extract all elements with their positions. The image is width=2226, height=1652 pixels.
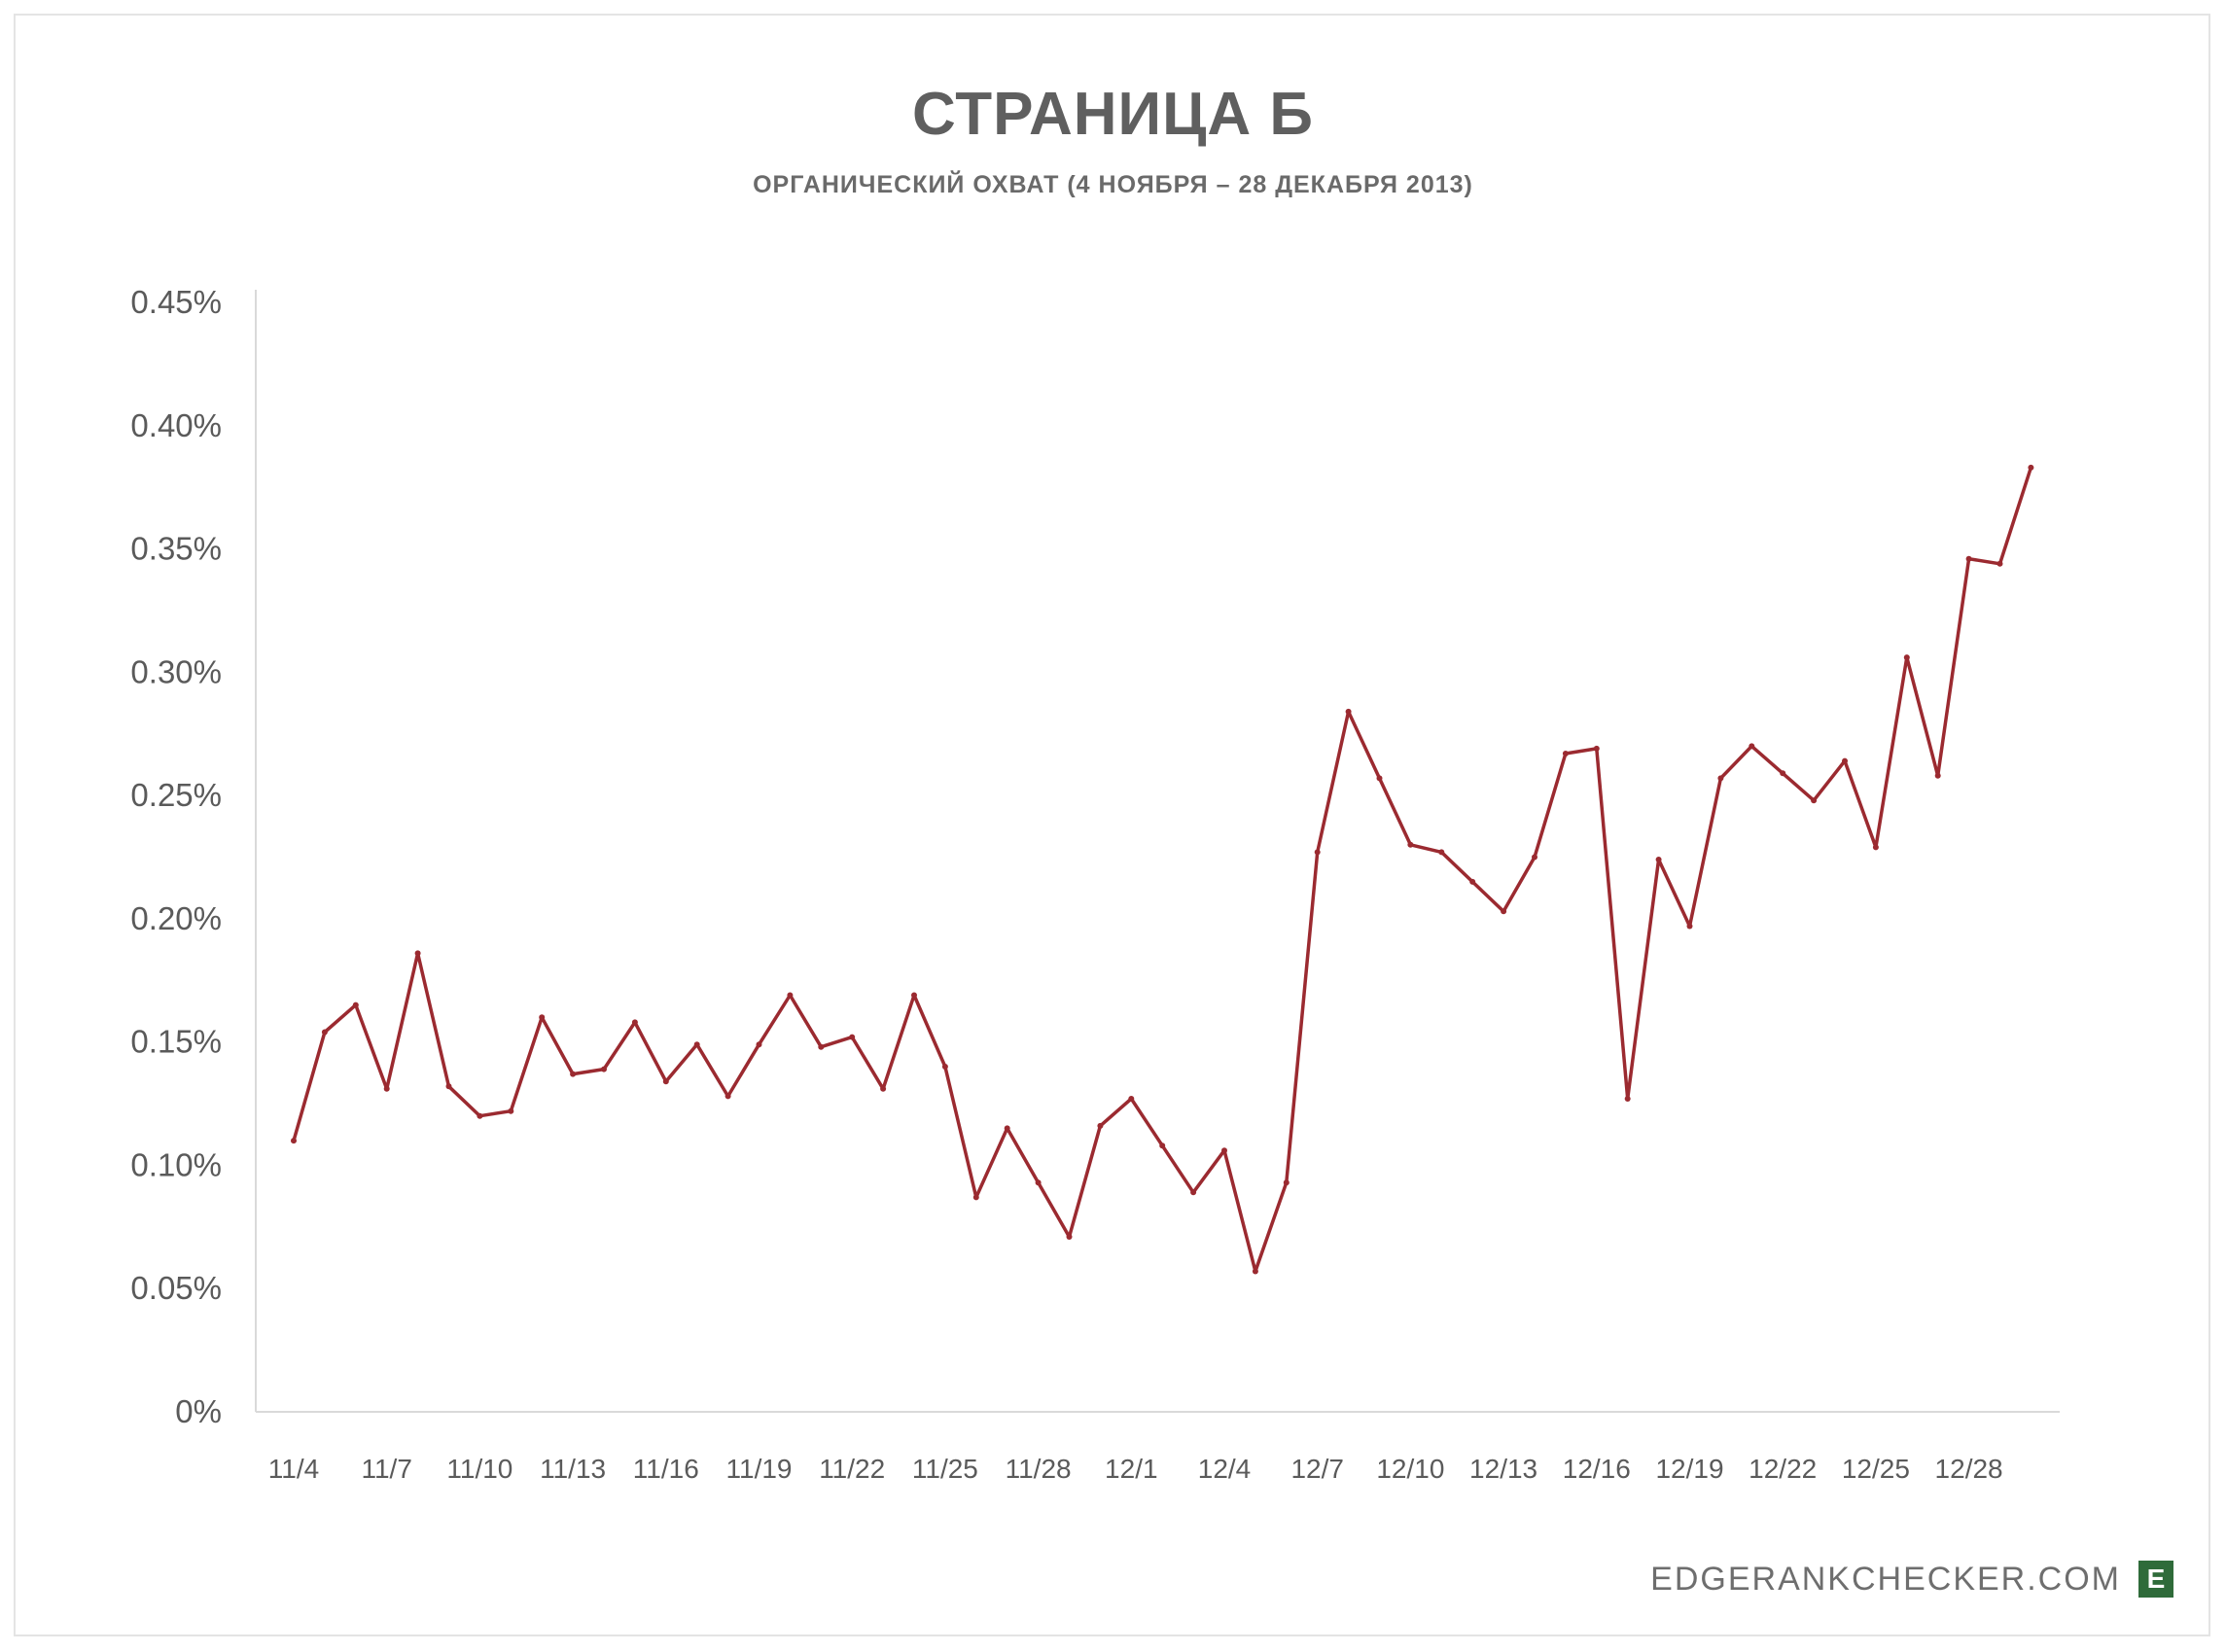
data-point — [1283, 1179, 1290, 1186]
chart-title: СТРАНИЦА Б — [912, 81, 1314, 148]
data-point — [1593, 745, 1600, 752]
y-tick-label: 0.45% — [130, 284, 222, 320]
data-point — [724, 1093, 731, 1100]
x-tick-labels: 11/4 11/7 11/10 11/13 11/16 11/19 11/22 11/25 11… — [268, 1454, 2003, 1484]
x-tick-label: 12/16 — [1563, 1454, 1631, 1484]
data-point — [508, 1107, 514, 1114]
data-point — [1159, 1142, 1166, 1149]
data-point — [1655, 857, 1662, 862]
data-point — [1066, 1234, 1073, 1240]
data-point — [1345, 708, 1352, 715]
chart-frame — [14, 14, 2210, 1636]
data-point — [601, 1066, 607, 1072]
data-point — [1190, 1189, 1197, 1196]
x-tick-label: 11/28 — [1006, 1454, 1072, 1484]
data-point — [1996, 560, 2003, 567]
data-point — [383, 1085, 390, 1092]
y-tick-label: 0.10% — [130, 1146, 222, 1182]
data-point — [1128, 1096, 1135, 1102]
x-tick-label: 11/16 — [633, 1454, 699, 1484]
data-point — [1407, 841, 1414, 848]
data-point — [321, 1029, 328, 1036]
data-point — [693, 1041, 700, 1048]
data-point — [631, 1019, 638, 1026]
data-point — [1562, 751, 1569, 756]
y-tick-label: 0% — [175, 1393, 222, 1429]
edgerank-logo-icon: E — [2138, 1561, 2173, 1598]
data-point — [818, 1043, 825, 1050]
y-tick-label: 0.40% — [130, 407, 222, 443]
data-point — [1252, 1268, 1258, 1275]
x-tick-label: 11/22 — [819, 1454, 885, 1484]
data-point — [756, 1041, 762, 1048]
data-point — [539, 1014, 546, 1021]
data-point — [1903, 654, 1910, 661]
data-point — [1097, 1122, 1104, 1129]
data-point — [1314, 849, 1321, 856]
data-point — [1501, 908, 1507, 915]
data-point — [570, 1071, 577, 1077]
x-tick-label: 11/25 — [912, 1454, 978, 1484]
x-tick-label: 12/28 — [1935, 1454, 2003, 1484]
data-point — [787, 992, 794, 999]
x-tick-label: 12/7 — [1290, 1454, 1344, 1484]
data-point — [445, 1083, 452, 1090]
data-point — [352, 1002, 359, 1008]
chart-subtitle: ОРГАНИЧЕСКИЙ ОХВАТ (4 НОЯБРЯ – 28 ДЕКАБР… — [753, 171, 1473, 198]
data-point — [414, 950, 421, 957]
data-point — [1965, 555, 1972, 562]
x-tick-label: 12/4 — [1198, 1454, 1252, 1484]
y-tick-label: 0.05% — [130, 1270, 222, 1306]
x-tick-label: 11/19 — [726, 1454, 793, 1484]
data-point — [1035, 1179, 1042, 1186]
data-point — [1438, 849, 1445, 856]
watermark: EDGERANKCHECKER.COM E — [1650, 1560, 2173, 1599]
data-point — [477, 1112, 483, 1119]
data-point — [1624, 1096, 1631, 1102]
data-point — [1376, 775, 1383, 782]
data-point — [972, 1194, 979, 1201]
data-point — [941, 1064, 948, 1070]
data-point — [1780, 770, 1786, 777]
x-tick-label: 11/4 — [268, 1454, 319, 1484]
x-tick-label: 12/10 — [1376, 1454, 1444, 1484]
data-point — [1469, 878, 1476, 885]
data-point — [1934, 772, 1941, 779]
y-tick-label: 0.20% — [130, 900, 222, 936]
data-point — [1749, 743, 1755, 750]
x-tick-label: 12/13 — [1469, 1454, 1537, 1484]
x-tick-label: 12/25 — [1842, 1454, 1910, 1484]
data-point — [1532, 854, 1537, 861]
data-point — [1717, 775, 1724, 782]
x-tick-label: 12/19 — [1655, 1454, 1723, 1484]
x-tick-label: 12/22 — [1749, 1454, 1817, 1484]
data-point — [662, 1078, 669, 1085]
data-point — [291, 1138, 297, 1144]
data-point — [849, 1034, 856, 1040]
data-point — [880, 1085, 887, 1092]
data-point — [1842, 757, 1848, 764]
data-point — [1221, 1147, 1227, 1154]
y-tick-label: 0.35% — [130, 531, 222, 567]
watermark-text: EDGERANKCHECKER.COM — [1650, 1560, 2121, 1598]
y-tick-labels: 0% 0.05% 0.10% 0.15% 0.20% 0.25% 0.30% 0.35% 0.4… — [130, 284, 222, 1429]
x-tick-label: 11/10 — [446, 1454, 512, 1484]
y-tick-label: 0.25% — [130, 777, 222, 813]
series-line — [292, 466, 2033, 1274]
data-point — [1811, 797, 1818, 804]
y-tick-label: 0.15% — [130, 1024, 222, 1060]
y-tick-label: 0.30% — [130, 653, 222, 689]
data-point — [2028, 464, 2034, 471]
data-point — [1872, 844, 1879, 851]
x-tick-label: 11/13 — [540, 1454, 606, 1484]
data-point — [1004, 1125, 1010, 1132]
x-tick-label: 11/7 — [361, 1454, 411, 1484]
data-point — [1686, 923, 1693, 930]
data-point — [911, 992, 917, 999]
x-tick-label: 12/1 — [1105, 1454, 1158, 1484]
